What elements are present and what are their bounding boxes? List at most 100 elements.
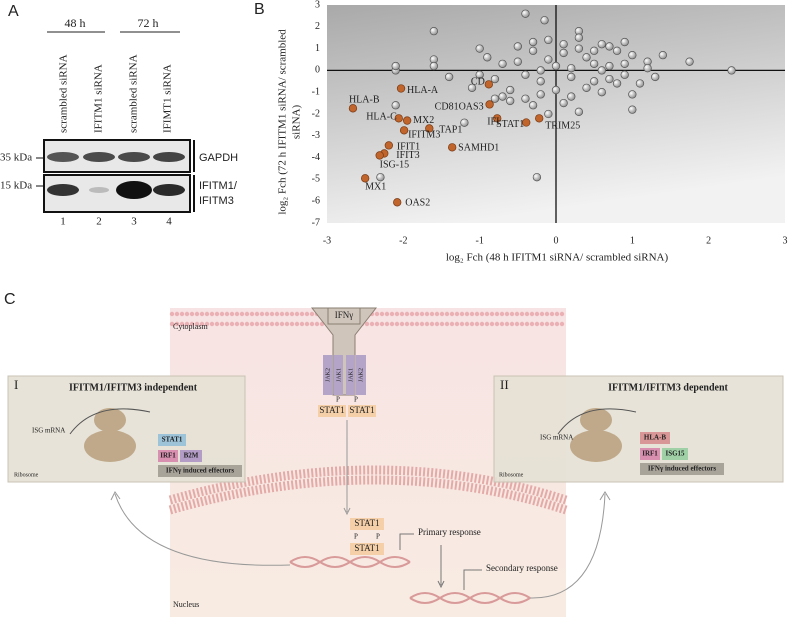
point <box>348 104 358 113</box>
lipid <box>269 311 275 317</box>
point <box>429 27 439 36</box>
phospho: P <box>376 533 380 541</box>
lipid <box>469 321 475 327</box>
point <box>574 107 584 116</box>
point <box>513 42 522 51</box>
stat-box <box>350 518 384 530</box>
compartment-label: Cytoplasm <box>173 322 208 331</box>
lipid <box>449 321 455 327</box>
lipid <box>389 321 395 327</box>
lipid <box>429 321 435 327</box>
lipid <box>504 321 510 327</box>
lipid <box>489 311 495 317</box>
point <box>536 77 545 86</box>
lipid <box>409 311 415 317</box>
point <box>544 55 553 64</box>
point <box>597 66 606 75</box>
x-tick-label: -3 <box>323 235 331 246</box>
point <box>590 46 599 55</box>
lipid <box>294 311 300 317</box>
lipid <box>179 311 185 317</box>
lipid <box>424 311 430 317</box>
lipid <box>489 321 495 327</box>
jak <box>346 355 355 395</box>
ligand-box <box>327 307 361 325</box>
point <box>658 50 668 60</box>
ribosome <box>580 408 612 432</box>
lipid <box>479 321 485 327</box>
x-tick-label: 0 <box>554 235 559 246</box>
lipid <box>414 311 420 317</box>
mrna <box>69 408 151 435</box>
lipid <box>384 321 390 327</box>
lipid <box>194 321 200 327</box>
lipid <box>274 321 280 327</box>
point <box>628 90 637 99</box>
lipid <box>449 311 455 317</box>
lipid <box>524 311 530 317</box>
lipid <box>229 321 235 327</box>
point <box>521 94 530 103</box>
lipid <box>559 321 565 327</box>
lipid <box>454 321 460 327</box>
y-tick-label: -5 <box>312 174 320 185</box>
stat-label: STAT1 <box>354 543 379 553</box>
point <box>612 79 622 88</box>
point <box>605 74 614 84</box>
lipid <box>424 321 430 327</box>
lipid <box>419 321 425 327</box>
lipid <box>269 321 275 327</box>
lipid <box>264 321 270 327</box>
y-axis-label: log₂ Fch (72 h IFITM1 siRNA/ scrambled <box>277 29 289 215</box>
y-tick-label: 0 <box>315 65 320 76</box>
lipid <box>444 311 450 317</box>
point <box>567 64 576 73</box>
point <box>536 66 545 75</box>
point <box>483 53 492 62</box>
point <box>513 57 522 66</box>
lipid <box>389 311 395 317</box>
point <box>559 40 568 49</box>
ligand: IFNγ <box>335 310 354 320</box>
point <box>540 16 549 25</box>
ribosome-label: Ribosome <box>14 472 39 478</box>
lipid <box>259 311 265 317</box>
point-label: HLA-A <box>407 85 439 96</box>
point <box>528 101 538 110</box>
point <box>467 83 477 92</box>
lipid <box>514 311 520 317</box>
lipid <box>499 311 505 317</box>
lipid <box>524 321 530 327</box>
lipid <box>394 311 400 317</box>
lipid <box>254 321 260 327</box>
point-label: MX1 <box>365 182 386 193</box>
y-tick-label: -6 <box>312 195 320 206</box>
point <box>375 151 384 160</box>
lipid <box>314 321 320 327</box>
lipid <box>379 321 385 327</box>
panel-c: C Cytoplasm Nucleus IFNγ JAK2 JAK1 JAK1 … <box>4 291 784 617</box>
panel-letter: A <box>8 3 19 20</box>
arrowhead <box>343 507 351 516</box>
point <box>376 173 385 182</box>
chip-label: ISG15 <box>665 450 685 458</box>
mrna-label: ISG mRNA <box>32 427 65 435</box>
point <box>620 37 629 47</box>
lane-number: 3 <box>131 216 137 228</box>
point <box>506 96 515 106</box>
x-tick-label: 1 <box>630 235 635 246</box>
point <box>475 70 484 79</box>
arrowhead <box>599 491 611 501</box>
chip-label: IFNγ induced effectors <box>648 465 716 473</box>
point <box>521 9 530 18</box>
lipid <box>249 311 255 317</box>
ribosome <box>84 430 136 462</box>
point <box>551 85 561 95</box>
phospho: P <box>336 396 340 404</box>
lipid <box>374 321 380 327</box>
point-label: CD81OAS3 <box>435 102 484 113</box>
point <box>361 174 370 183</box>
point <box>685 57 694 66</box>
lipid <box>309 311 315 317</box>
lipid <box>299 321 305 327</box>
